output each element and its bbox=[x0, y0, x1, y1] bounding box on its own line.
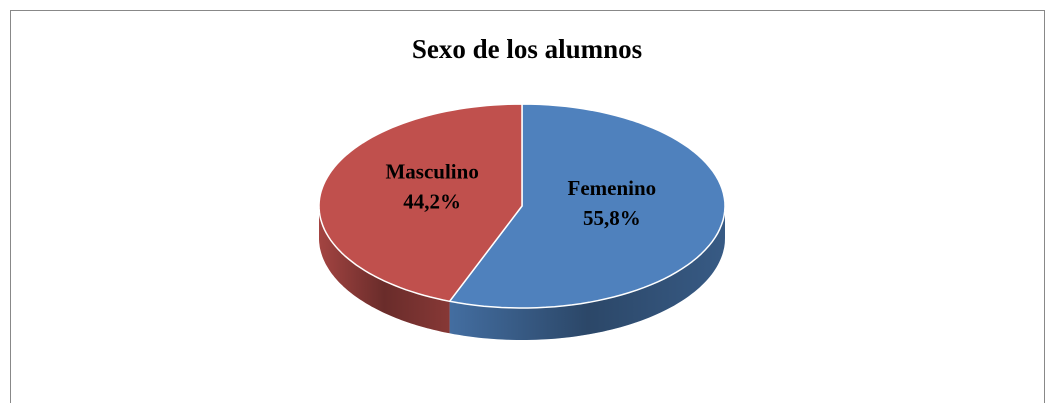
slice bbox=[448, 103, 726, 309]
slice-category-label: Femenino bbox=[568, 176, 657, 200]
chart-title: Sexo de los alumnos bbox=[412, 34, 642, 64]
slice bbox=[318, 103, 523, 303]
side-shade bbox=[319, 206, 450, 334]
slice-value-label: 44,2% bbox=[403, 189, 461, 213]
slice-category-label: Masculino bbox=[385, 159, 478, 183]
side-shade bbox=[449, 206, 725, 340]
slice-value-label: 55,8% bbox=[583, 206, 641, 230]
pie: Femenino 55,8% Masculino 44,2% bbox=[318, 103, 726, 340]
